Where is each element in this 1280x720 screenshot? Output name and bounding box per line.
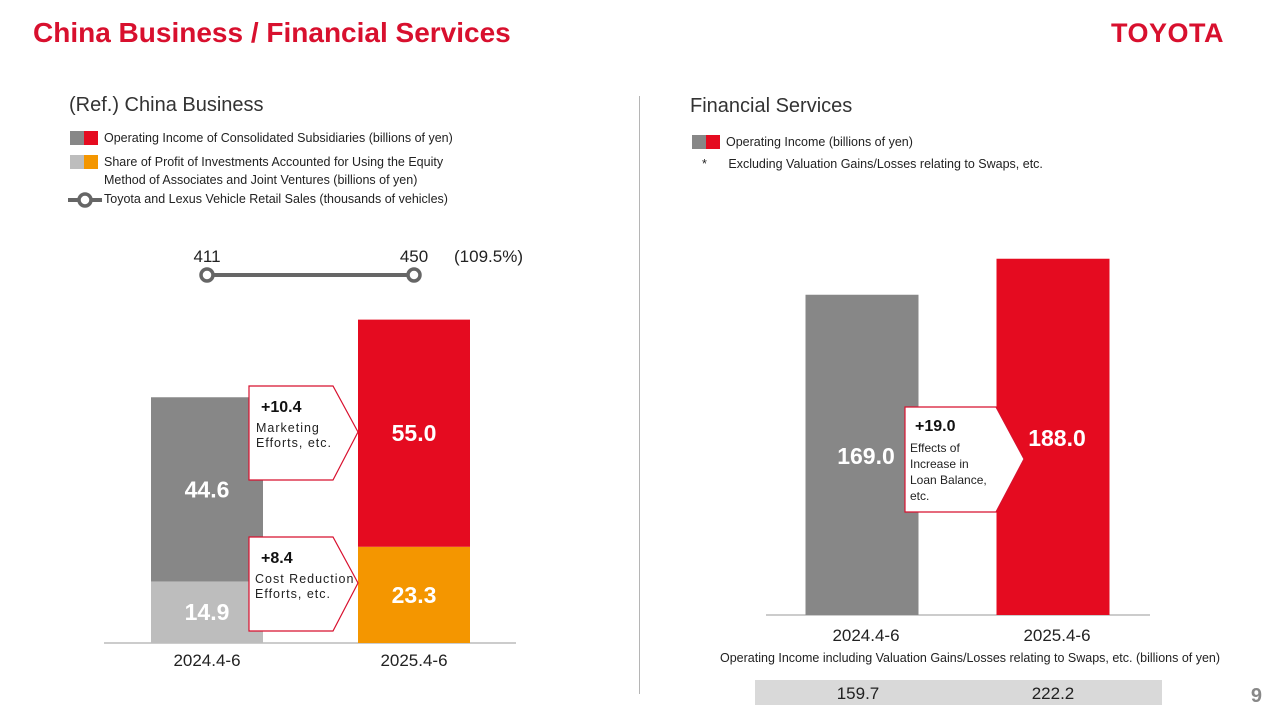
callout-marketing: +10.4 — [261, 399, 301, 417]
bar-value-label: 44.6 — [185, 476, 230, 502]
callout-text-line: Loan Balance, — [910, 473, 987, 487]
bar-segment — [358, 546, 470, 643]
legend-swatch-lightgray — [70, 155, 84, 169]
legend-item-fs-operating-income: Operating Income (billions of yen) — [692, 134, 913, 150]
legend-label: Operating Income of Consolidated Subsidi… — [104, 131, 453, 145]
table-value-2024: 159.7 — [836, 684, 880, 703]
financial-services-chart: 169.0 2024.4-6 188.0 2025.4-6 — [766, 258, 1150, 645]
retail-sales-point — [199, 267, 215, 283]
legend-line-marker-icon — [68, 192, 102, 208]
table-value-2025: 222.2 — [1031, 684, 1075, 703]
x-tick-label: 2025.4-6 — [380, 651, 447, 670]
bar-value-label: 169.0 — [837, 443, 895, 469]
callout-value: +10.4 — [261, 399, 302, 416]
bar-segment — [151, 581, 263, 643]
table-caption: Operating Income including Valuation Gai… — [720, 651, 1221, 665]
callout-text-line: Effects of — [910, 441, 960, 455]
bar-segment — [151, 397, 263, 582]
callout-arrow-cost — [248, 536, 359, 632]
bar-segment — [358, 319, 470, 547]
retail-sales-point — [406, 267, 422, 283]
retail-sales-change-label: (109.5%) — [454, 247, 523, 266]
callout-marketing-text: Marketing Efforts, etc. — [256, 421, 332, 451]
bar-value-label: 23.3 — [392, 582, 437, 608]
callout-loan-text: Effects of Increase in Loan Balance, etc… — [910, 440, 987, 504]
table-row — [755, 680, 1162, 705]
legend-swatch-red — [706, 135, 720, 149]
callout-text-line: etc. — [910, 489, 930, 503]
note: * Excluding Valuation Gains/Losses relat… — [702, 156, 1043, 172]
x-tick-label: 2024.4-6 — [832, 626, 899, 645]
bar — [805, 294, 919, 615]
legend-label: Operating Income (billions of yen) — [726, 135, 913, 149]
section-divider — [639, 96, 640, 694]
callout-cost-text: Cost Reduction Efforts, etc. — [255, 572, 354, 602]
legend-swatch-red — [84, 131, 98, 145]
callout-cost: +8.4 — [261, 550, 293, 568]
callout-loan: +19.0 — [915, 418, 955, 436]
financial-services-heading: Financial Services — [690, 95, 853, 117]
legend-item-operating-income: Operating Income of Consolidated Subsidi… — [70, 130, 453, 146]
china-business-chart: 14.9 44.6 2024.4-6 23.3 55.0 2025.4-6 411 450 (1… — [104, 247, 523, 670]
legend-label: Toyota and Lexus Vehicle Retail Sales (t… — [104, 192, 448, 206]
callout-text-line: Marketing — [256, 421, 320, 435]
callout-arrow-loan — [904, 406, 1025, 513]
bar-value-label: 14.9 — [185, 599, 230, 625]
page-number: 9 — [1250, 685, 1262, 707]
retail-sales-label: 411 — [193, 247, 220, 266]
x-tick-label: 2025.4-6 — [1023, 626, 1090, 645]
callout-value: +19.0 — [915, 418, 956, 435]
callout-text-line: Efforts, etc. — [255, 587, 331, 601]
callout-arrow-marketing — [248, 385, 359, 481]
x-tick-label: 2024.4-6 — [173, 651, 240, 670]
legend-item-equity-method: Share of Profit of Investments Accounted… — [70, 154, 443, 188]
legend-item-retail-sales: Toyota and Lexus Vehicle Retail Sales (t… — [68, 191, 448, 208]
retail-sales-label: 450 — [400, 247, 428, 266]
note-text: Excluding Valuation Gains/Losses relatin… — [728, 157, 1043, 171]
legend-swatch-gray — [692, 135, 706, 149]
legend-label-line2: Method of Associates and Joint Ventures … — [104, 173, 418, 187]
page-title: China Business / Financial Services — [33, 17, 511, 48]
legend-swatch-gray — [70, 131, 84, 145]
note-mark: * — [702, 157, 707, 171]
callout-text-line: Cost Reduction — [255, 572, 355, 586]
bar-value-label: 55.0 — [392, 420, 437, 446]
bar — [996, 258, 1110, 615]
callout-value: +8.4 — [261, 550, 293, 567]
legend-label: Share of Profit of Investments Accounted… — [104, 155, 444, 169]
bar-value-label: 188.0 — [1028, 425, 1086, 451]
callout-text-line: Increase in — [910, 457, 969, 471]
callout-text-line: Efforts, etc. — [256, 436, 332, 450]
toyota-logo: TOYOTA — [1111, 18, 1225, 48]
china-business-heading: (Ref.) China Business — [69, 94, 264, 116]
legend-swatch-orange — [84, 155, 98, 169]
